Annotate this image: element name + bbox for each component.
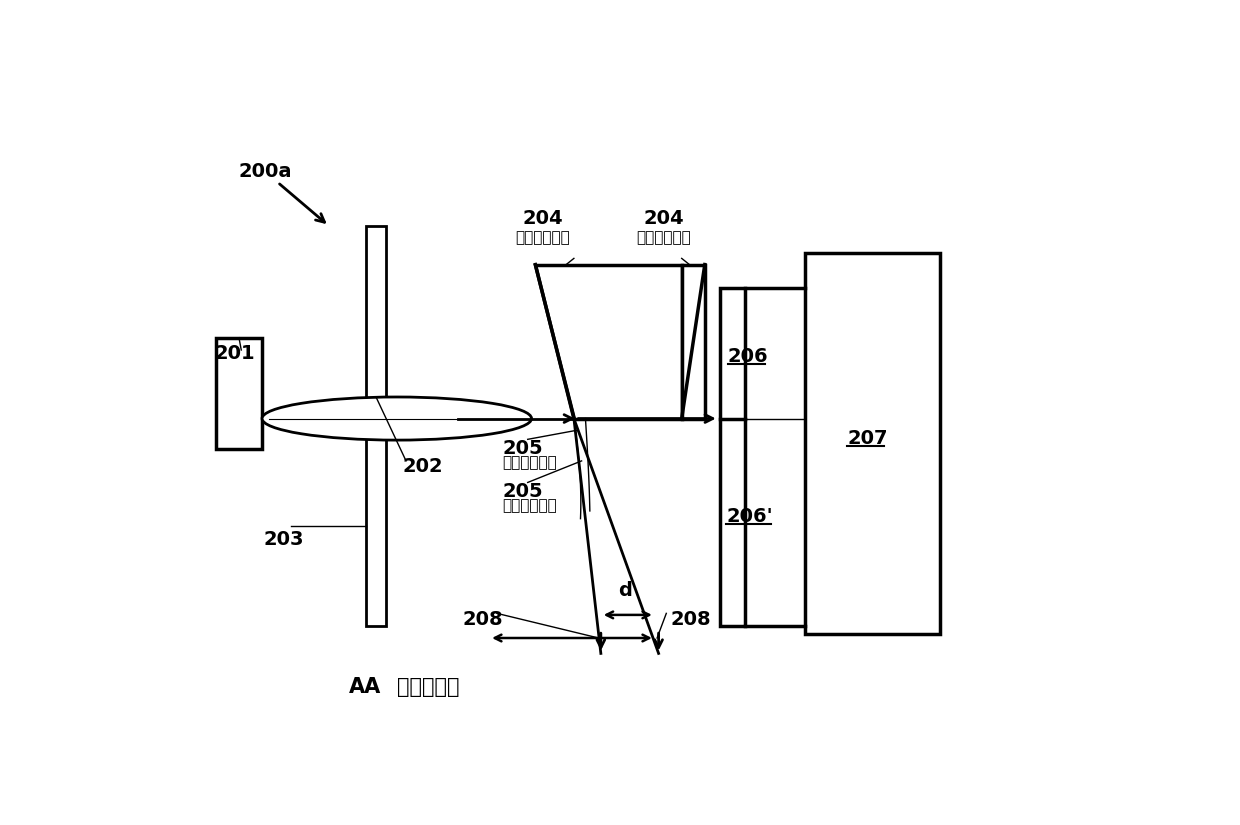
Text: d: d <box>619 582 632 601</box>
Text: （在位置２）: （在位置２） <box>502 498 557 514</box>
Text: 203: 203 <box>264 530 304 549</box>
Text: 204: 204 <box>644 210 684 229</box>
Text: 204: 204 <box>523 210 563 229</box>
Bar <box>805 253 940 634</box>
Text: 206: 206 <box>728 347 769 366</box>
Bar <box>216 337 262 450</box>
Text: 205: 205 <box>502 440 543 459</box>
Text: 200a: 200a <box>239 163 293 182</box>
Text: 208: 208 <box>670 610 711 629</box>
Text: AA: AA <box>350 676 382 696</box>
Bar <box>366 226 386 626</box>
Text: 202: 202 <box>402 457 443 476</box>
Text: 平行束移位: 平行束移位 <box>397 676 459 696</box>
Ellipse shape <box>262 397 532 440</box>
Polygon shape <box>682 265 704 418</box>
Text: （在位置１）: （在位置１） <box>516 230 570 245</box>
Text: （在位置２）: （在位置２） <box>636 230 692 245</box>
Text: 207: 207 <box>847 428 888 447</box>
Polygon shape <box>536 265 682 418</box>
Text: 201: 201 <box>215 344 255 363</box>
Text: 206': 206' <box>727 507 773 526</box>
Text: 205: 205 <box>502 483 543 502</box>
Text: 208: 208 <box>463 610 503 629</box>
Text: （在位置１）: （在位置１） <box>502 455 557 470</box>
Bar <box>720 288 745 626</box>
